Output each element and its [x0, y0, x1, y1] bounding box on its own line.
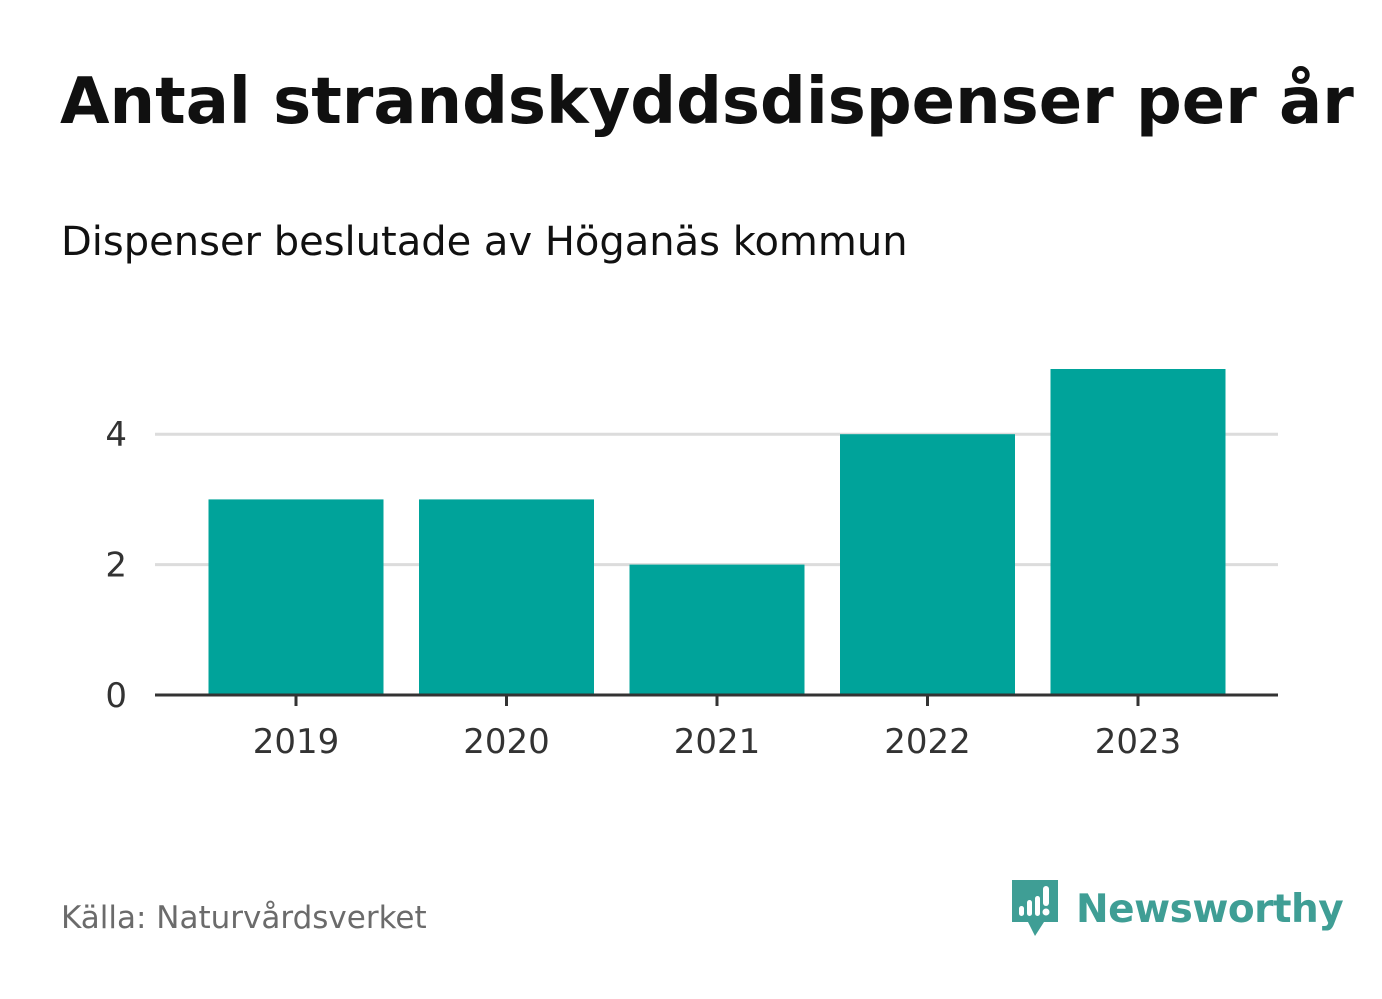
- y-tick-label-0: 0: [105, 676, 127, 716]
- brand-logo: Newsworthy: [1010, 878, 1344, 940]
- bar-2023: [1050, 369, 1226, 695]
- bar-2019: [208, 499, 384, 695]
- x-tick-label-2021: 2021: [674, 722, 761, 762]
- axes: 0 2 4 2019 2020 2021 2022 2023: [105, 415, 1278, 762]
- x-tick-label-2023: 2023: [1095, 722, 1182, 762]
- brand-name: Newsworthy: [1076, 886, 1344, 932]
- bar-2020: [419, 499, 594, 695]
- chart-title: Antal strandskyddsdispenser per år: [60, 65, 1354, 139]
- bars: [208, 369, 1226, 695]
- newsworthy-logo-icon: [1012, 880, 1058, 936]
- source-note: Källa: Naturvårdsverket: [61, 900, 427, 936]
- bar-2021: [629, 564, 805, 695]
- bar-2022: [840, 434, 1015, 695]
- chart-subtitle: Dispenser beslutade av Höganäs kommun: [61, 219, 908, 265]
- x-tick-label-2020: 2020: [463, 722, 550, 762]
- x-tick-label-2022: 2022: [884, 722, 971, 762]
- y-tick-label-2: 2: [105, 546, 127, 586]
- x-tick-label-2019: 2019: [253, 722, 340, 762]
- y-tick-label-4: 4: [105, 415, 127, 455]
